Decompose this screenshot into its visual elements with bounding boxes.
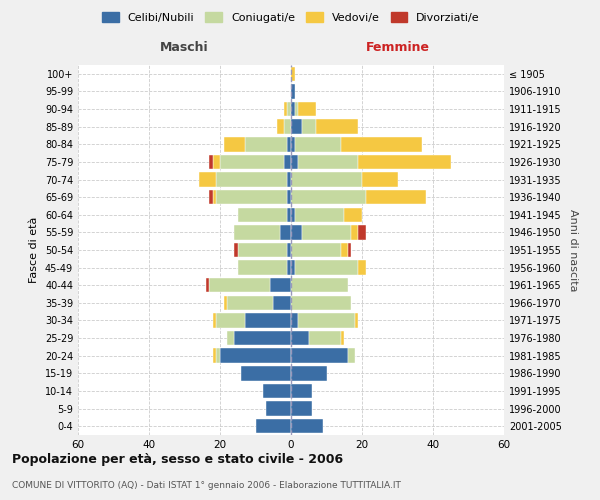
Bar [213,190,217,204]
Bar [220,154,284,169]
Bar [291,208,295,222]
Bar [287,243,291,257]
Bar [291,314,298,328]
Bar [316,120,358,134]
Bar [291,419,323,434]
Bar [284,154,291,169]
Bar [309,331,341,345]
Bar [302,120,316,134]
Bar [256,419,291,434]
Bar [291,384,313,398]
Bar [348,348,355,363]
Bar [277,120,284,134]
Bar [291,402,313,416]
Text: Femmine: Femmine [365,42,430,54]
Bar [291,348,348,363]
Bar [298,102,316,117]
Bar [295,137,341,152]
Bar [302,225,352,240]
Bar [284,120,291,134]
Bar [245,137,287,152]
Bar [287,208,291,222]
Bar [291,260,295,275]
Bar [291,84,295,98]
Bar [238,243,287,257]
Bar [291,243,341,257]
Bar [287,260,291,275]
Bar [358,260,365,275]
Legend: Celibi/Nubili, Coniugati/e, Vedovi/e, Divorziati/e: Celibi/Nubili, Coniugati/e, Vedovi/e, Di… [98,8,484,28]
Bar [295,208,344,222]
Bar [217,190,287,204]
Bar [344,208,362,222]
Bar [291,296,352,310]
Bar [365,190,426,204]
Bar [291,137,295,152]
Bar [287,190,291,204]
Bar [341,243,348,257]
Bar [348,243,352,257]
Bar [234,225,280,240]
Text: Popolazione per età, sesso e stato civile - 2006: Popolazione per età, sesso e stato civil… [12,452,343,466]
Bar [209,190,213,204]
Bar [224,296,227,310]
Text: COMUNE DI VITTORITO (AQ) - Dati ISTAT 1° gennaio 2006 - Elaborazione TUTTITALIA.: COMUNE DI VITTORITO (AQ) - Dati ISTAT 1°… [12,480,401,490]
Bar [209,154,213,169]
Bar [220,348,291,363]
Bar [352,225,358,240]
Bar [224,137,245,152]
Bar [341,137,422,152]
Bar [206,278,209,292]
Bar [213,154,220,169]
Bar [358,225,365,240]
Bar [199,172,217,186]
Bar [341,331,344,345]
Bar [298,314,355,328]
Bar [234,243,238,257]
Bar [291,172,362,186]
Bar [217,314,245,328]
Bar [291,366,326,380]
Bar [295,102,298,117]
Bar [238,260,287,275]
Bar [213,348,217,363]
Bar [270,278,291,292]
Bar [209,278,270,292]
Bar [291,331,309,345]
Bar [241,366,291,380]
Bar [227,296,273,310]
Bar [213,314,217,328]
Bar [291,102,295,117]
Bar [291,154,298,169]
Bar [217,348,220,363]
Bar [291,66,295,81]
Bar [234,331,291,345]
Bar [284,102,287,117]
Bar [227,331,234,345]
Bar [280,225,291,240]
Bar [238,208,287,222]
Bar [362,172,398,186]
Bar [273,296,291,310]
Bar [266,402,291,416]
Bar [217,172,287,186]
Bar [291,120,302,134]
Bar [287,172,291,186]
Bar [291,278,348,292]
Bar [287,102,291,117]
Text: Maschi: Maschi [160,42,209,54]
Bar [355,314,358,328]
Bar [245,314,291,328]
Bar [295,260,358,275]
Bar [291,190,365,204]
Bar [298,154,358,169]
Bar [263,384,291,398]
Bar [287,137,291,152]
Y-axis label: Fasce di età: Fasce di età [29,217,39,283]
Y-axis label: Anni di nascita: Anni di nascita [568,209,578,291]
Bar [291,225,302,240]
Bar [358,154,451,169]
